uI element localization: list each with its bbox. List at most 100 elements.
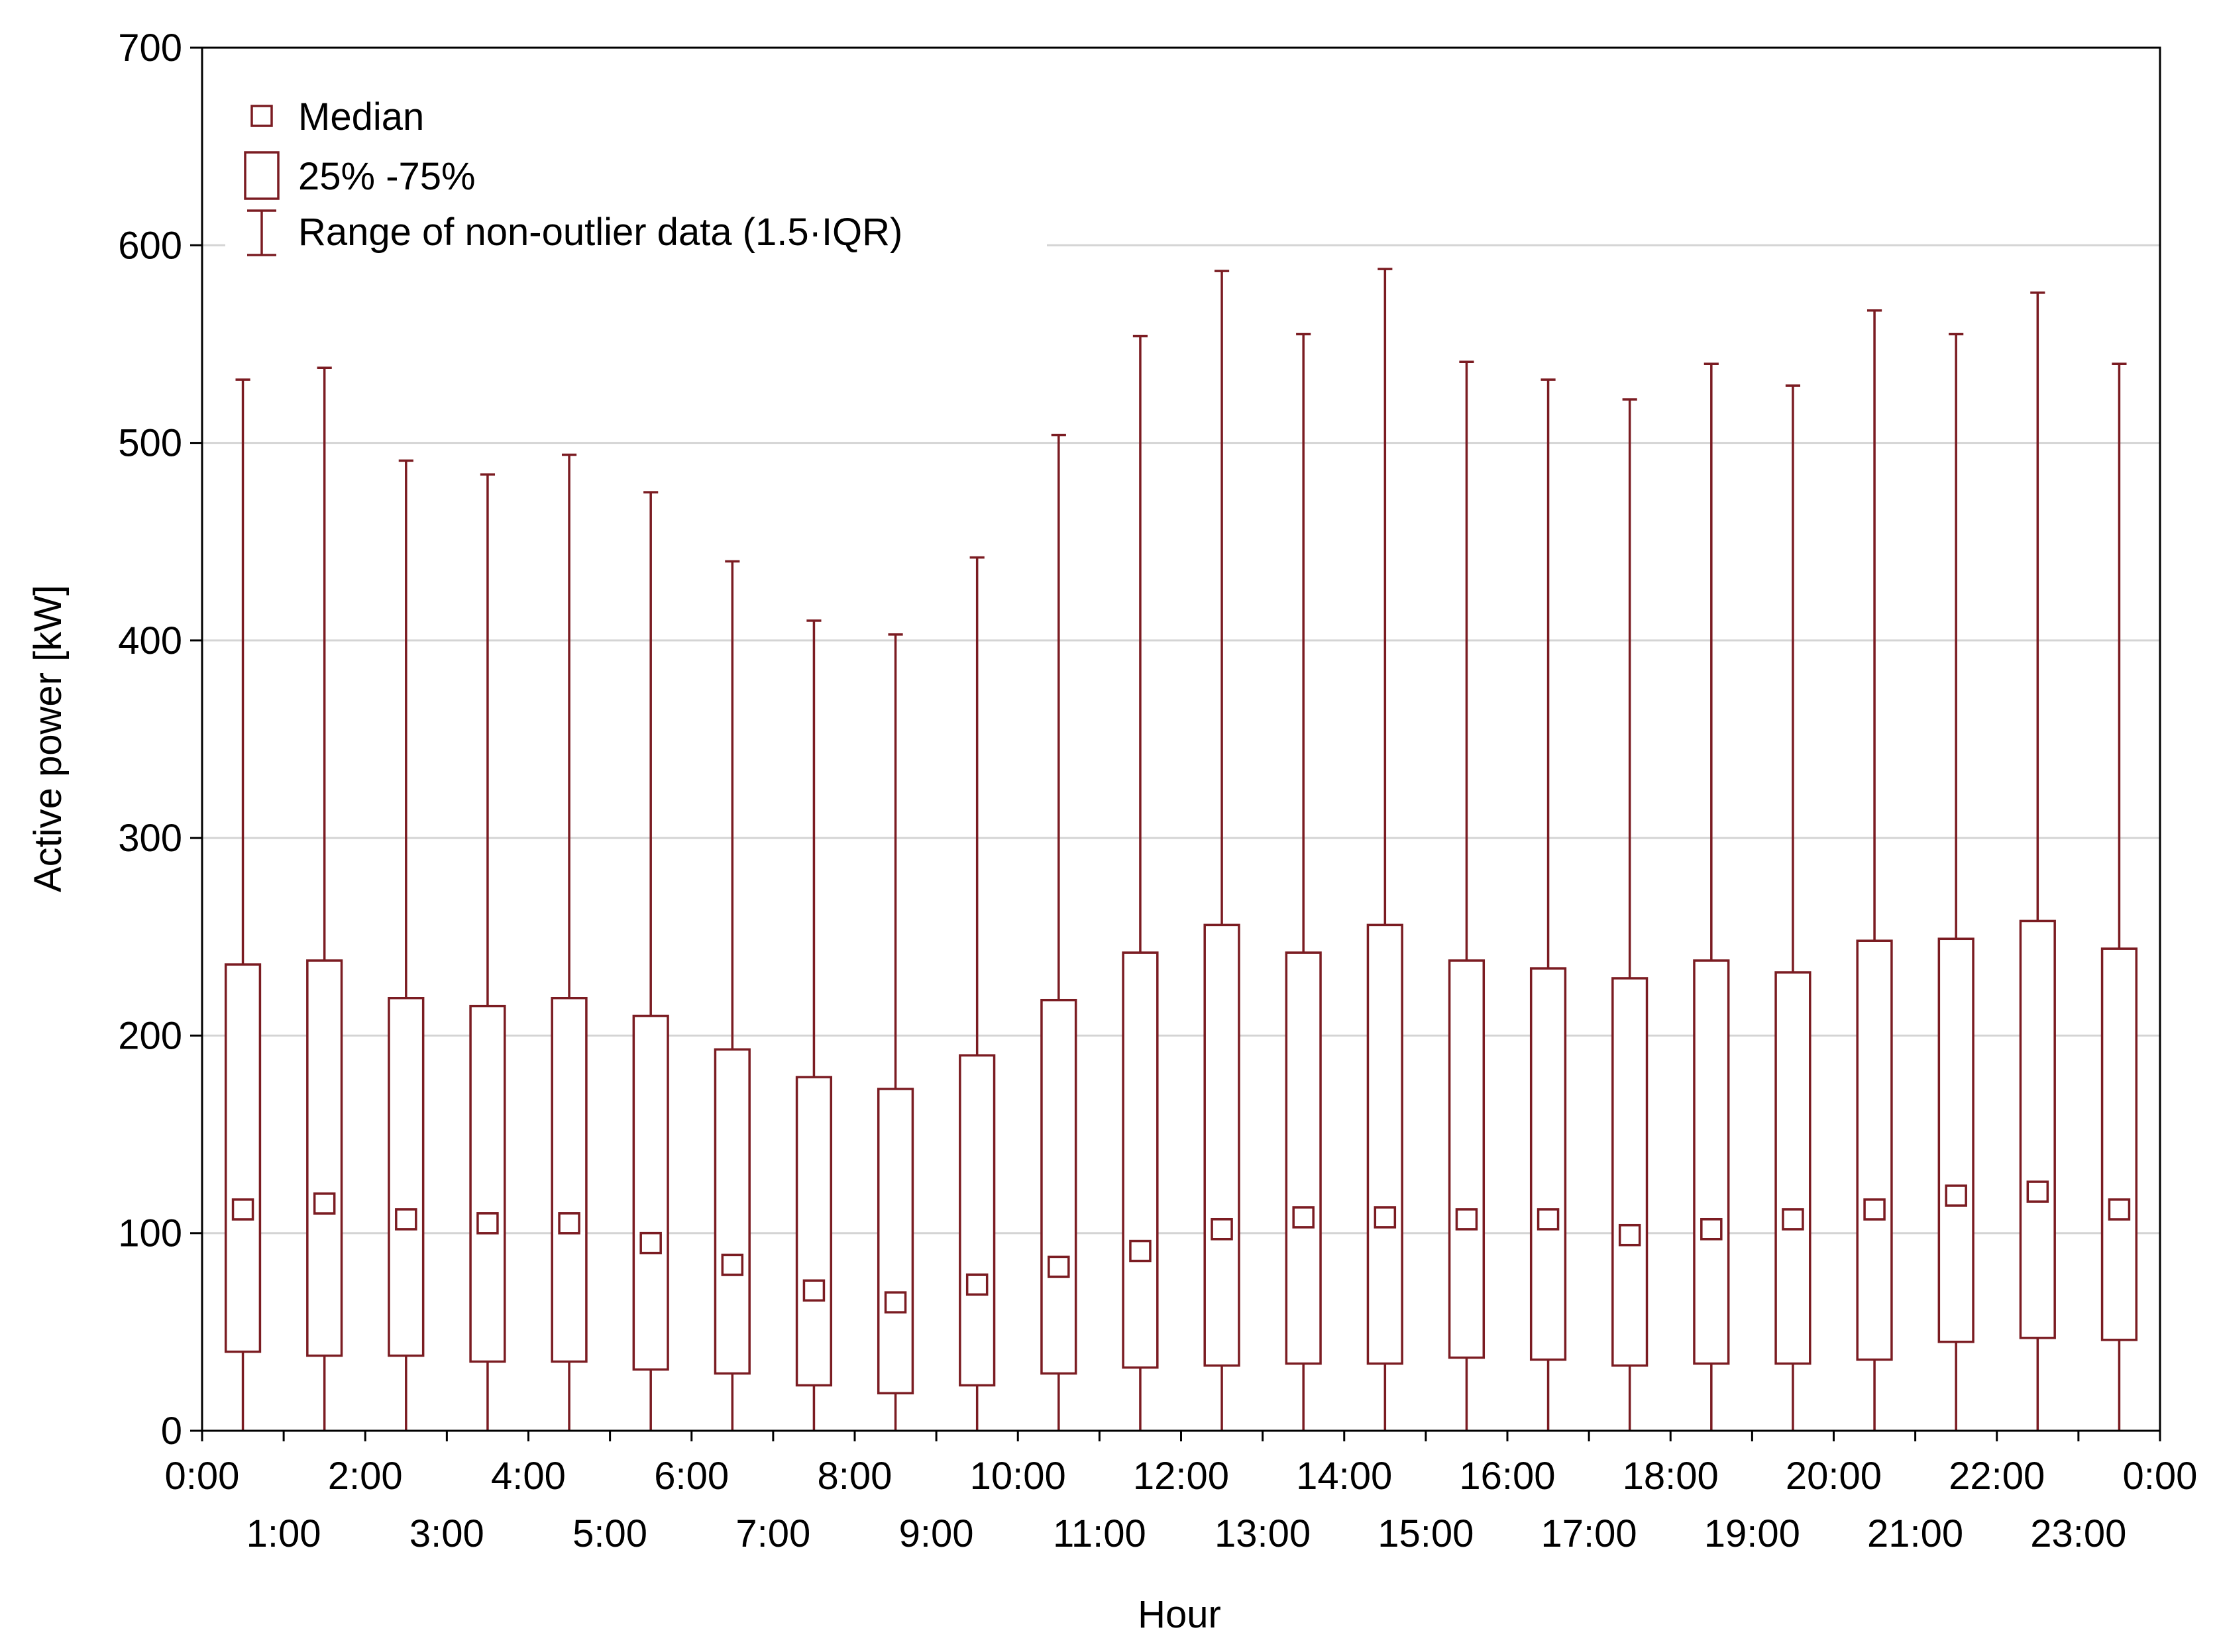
- box-13:00: [1285, 333, 1322, 1431]
- iqr-box: [795, 1076, 833, 1387]
- box-19:00: [1774, 384, 1811, 1431]
- box-16:00: [1529, 378, 1567, 1431]
- iqr-box: [1774, 971, 1811, 1365]
- iqr-box: [2100, 947, 2138, 1341]
- median-marker: [721, 1253, 744, 1276]
- median-marker: [1455, 1208, 1478, 1231]
- iqr-box: [1448, 959, 1486, 1359]
- x-tick-label: 2:00: [328, 1455, 403, 1498]
- boxes: [224, 268, 2138, 1431]
- box-0:00: [224, 378, 262, 1431]
- x-tick-label: 19:00: [1704, 1512, 1800, 1555]
- x-tick-label: 13:00: [1215, 1512, 1311, 1555]
- x-tick-label: 17:00: [1541, 1512, 1637, 1555]
- x-tick-label: 14:00: [1296, 1455, 1392, 1498]
- x-tick-label: 23:00: [2030, 1512, 2126, 1555]
- legend-background: [225, 70, 1047, 262]
- iqr-box: [959, 1054, 996, 1387]
- x-tick-label: 7:00: [735, 1512, 810, 1555]
- x-tick-label: 9:00: [899, 1512, 974, 1555]
- y-tick-label: 0: [161, 1410, 182, 1453]
- iqr-box: [1529, 967, 1567, 1361]
- median-marker: [965, 1273, 989, 1296]
- x-tick-label: 5:00: [572, 1512, 647, 1555]
- x-tick-label: 8:00: [818, 1455, 892, 1498]
- legend: Median 25% -75% Range of non-outlier data …: [225, 70, 1047, 262]
- legend-median-symbol: [250, 105, 273, 127]
- median-marker: [1129, 1239, 1152, 1263]
- median-marker: [1782, 1208, 1804, 1231]
- box-12:00: [1203, 270, 1240, 1431]
- box-20:00: [1856, 309, 1893, 1431]
- box-9:00: [959, 556, 996, 1431]
- iqr-box: [1366, 923, 1403, 1365]
- iqr-box: [1040, 998, 1077, 1375]
- iqr-box: [1611, 977, 1649, 1367]
- grid-lines: [202, 244, 2160, 1235]
- median-marker: [1945, 1184, 1967, 1207]
- iqr-box: [632, 1014, 669, 1371]
- box-23:00: [2100, 362, 2138, 1431]
- median-marker: [1211, 1217, 1233, 1241]
- iqr-box: [388, 997, 425, 1357]
- median-marker: [1863, 1198, 1886, 1221]
- iqr-box: [1693, 959, 1730, 1365]
- median-marker: [231, 1198, 254, 1221]
- x-tick-label: 18:00: [1623, 1455, 1719, 1498]
- median-marker: [1374, 1206, 1397, 1229]
- box-14:00: [1366, 268, 1403, 1431]
- x-tick-label: 15:00: [1378, 1512, 1474, 1555]
- iqr-box: [714, 1048, 751, 1375]
- y-tick-label: 400: [118, 619, 182, 662]
- iqr-box: [551, 997, 588, 1363]
- axes: 0 100 200 300 400 500 600 700 0:00 2:00 4:00 6:00 8:…: [118, 26, 2197, 1555]
- x-tick-label: 21:00: [1867, 1512, 1963, 1555]
- median-marker: [884, 1291, 907, 1314]
- median-marker: [313, 1192, 336, 1215]
- median-marker: [395, 1208, 417, 1231]
- median-marker: [2026, 1180, 2049, 1203]
- x-tick-label: 3:00: [409, 1512, 484, 1555]
- box-22:00: [2019, 291, 2056, 1431]
- box-3:00: [469, 473, 506, 1431]
- y-axis-title: Active power [kW]: [27, 585, 70, 892]
- iqr-box: [2019, 919, 2056, 1339]
- iqr-box: [1122, 951, 1159, 1369]
- legend-label: 25% -75%: [298, 155, 476, 198]
- median-marker: [1618, 1223, 1641, 1247]
- x-tick-label: 1:00: [246, 1512, 321, 1555]
- median-marker: [1700, 1217, 1723, 1241]
- box-10:00: [1040, 433, 1077, 1431]
- x-tick-label: 0:00: [165, 1455, 240, 1498]
- x-tick-label: 11:00: [1053, 1512, 1146, 1555]
- y-tick-label: 200: [118, 1014, 182, 1057]
- y-tick-label: 500: [118, 422, 182, 465]
- box-21:00: [1937, 333, 1974, 1431]
- x-tick-label: 12:00: [1133, 1455, 1229, 1498]
- legend-label: Median: [298, 95, 424, 138]
- box-5:00: [632, 491, 669, 1431]
- median-marker: [1292, 1206, 1315, 1229]
- x-tick-label: 22:00: [1949, 1455, 2045, 1498]
- median-marker: [2108, 1198, 2131, 1221]
- median-marker: [558, 1212, 580, 1235]
- x-axis-title: Hour: [1138, 1593, 1221, 1636]
- y-tick-label: 300: [118, 817, 182, 860]
- legend-box-symbol: [244, 151, 280, 200]
- x-tick-label: 0:00: [2123, 1455, 2198, 1498]
- median-marker: [476, 1212, 499, 1235]
- box-15:00: [1448, 360, 1486, 1431]
- box-6:00: [714, 560, 751, 1431]
- box-8:00: [877, 633, 914, 1431]
- y-tick-label: 700: [118, 26, 182, 70]
- iqr-box: [1285, 951, 1322, 1365]
- median-marker: [1048, 1255, 1070, 1278]
- box-1:00: [306, 366, 343, 1431]
- iqr-box: [877, 1088, 914, 1395]
- iqr-box: [1937, 937, 1974, 1343]
- iqr-box: [306, 959, 343, 1357]
- box-17:00: [1611, 398, 1649, 1431]
